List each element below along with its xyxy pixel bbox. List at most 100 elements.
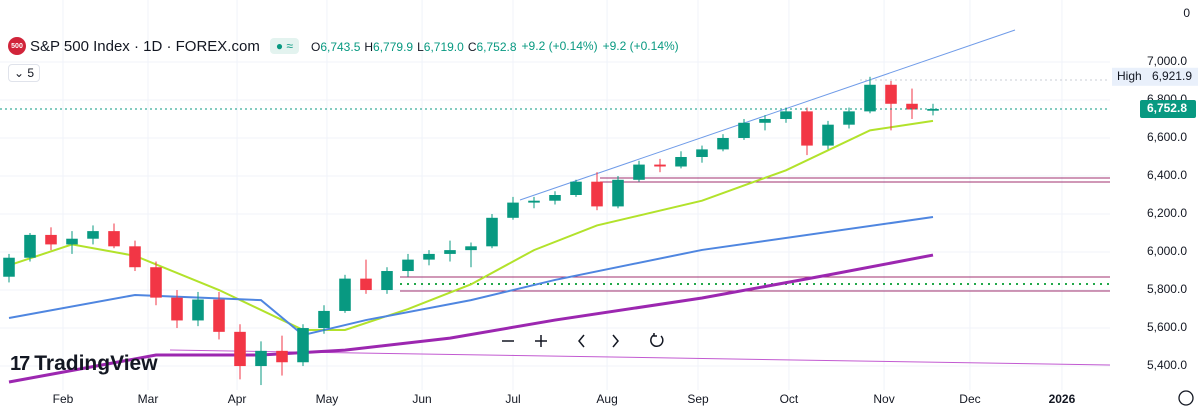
x-tick-label: Jun — [412, 392, 431, 406]
candle-body — [696, 149, 708, 157]
candle-body — [843, 111, 855, 125]
candle-body — [402, 259, 414, 272]
candle-body — [66, 238, 78, 245]
x-tick-label: Oct — [780, 392, 799, 406]
candle-body — [171, 297, 183, 321]
moving-average — [8, 253, 934, 384]
candle-body — [654, 164, 666, 167]
status-pill[interactable]: ● ≈ — [269, 38, 299, 54]
candle-body — [675, 156, 687, 167]
candle-body — [444, 250, 456, 254]
y-tick-label: 6,400.0 — [1147, 168, 1187, 182]
y-tick-label: 7,000.0 — [1147, 54, 1187, 68]
candle-body — [255, 350, 267, 367]
candle-body — [465, 246, 477, 251]
change: +9.2 (+0.14%) — [521, 39, 598, 53]
candle-body — [633, 164, 645, 180]
brand-text: TradingView — [34, 352, 158, 375]
brand-logo: 17 TradingView — [10, 352, 158, 376]
x-tick-label: Dec — [959, 392, 980, 406]
candle-body — [612, 179, 624, 207]
ohlc-values: O6,743.5 H6,779.9 L6,719.0 C6,752.8 — [307, 38, 517, 54]
grid — [0, 0, 1110, 390]
candle-body — [864, 84, 876, 112]
x-tick-label: Mar — [138, 392, 159, 406]
x-tick-label: Aug — [596, 392, 617, 406]
last-price-label: 6,752.8 — [1147, 101, 1187, 115]
brand-icon: 17 — [10, 352, 30, 375]
high-label: 6,921.9 — [1152, 69, 1192, 83]
y-tick-label: 6,200.0 — [1147, 206, 1187, 220]
candle-body — [339, 278, 351, 311]
candle-body — [591, 181, 603, 207]
ohlc-key: L — [417, 40, 424, 54]
candle-body — [108, 231, 120, 247]
candle-body — [549, 195, 561, 201]
candle-body — [801, 111, 813, 146]
candle-body — [885, 84, 897, 104]
zoom-toolbar — [494, 328, 664, 354]
candle-body — [381, 271, 393, 291]
ohlc-value: 6,752.8 — [476, 40, 517, 54]
candle-body — [129, 246, 141, 268]
ohlc-key: H — [364, 40, 374, 54]
candle-body — [486, 217, 498, 247]
candle-body — [24, 234, 36, 258]
y-tick-label: 5,800.0 — [1147, 282, 1187, 296]
candle-body — [234, 331, 246, 367]
candle-body — [318, 310, 330, 329]
candle-body — [822, 124, 834, 146]
candle-body — [150, 267, 162, 298]
ohlc-value: 6,719.0 — [423, 40, 464, 54]
reset[interactable] — [650, 333, 664, 348]
zoom-group — [494, 328, 560, 354]
candle-body — [927, 108, 939, 111]
y-tick-label: 5,400.0 — [1147, 358, 1187, 372]
candle-body — [906, 103, 918, 110]
legend-header: 500 S&P 500 Index · 1D · FOREX.com ● ≈ O… — [8, 37, 679, 55]
ohlc-key: C — [467, 40, 477, 54]
settings-button[interactable] — [1178, 390, 1194, 406]
scroll-left[interactable] — [578, 334, 585, 348]
candle-body — [276, 350, 288, 363]
ohlc-value: 6,743.5 — [320, 40, 361, 54]
candle-body — [507, 202, 519, 218]
y-tick-label: 6,000.0 — [1147, 244, 1187, 258]
candle-body — [87, 231, 99, 239]
ohlc-key: O — [310, 40, 321, 54]
candle-body — [192, 299, 204, 321]
x-tick-label: Sep — [687, 392, 709, 406]
candle-body — [759, 118, 771, 123]
candle-body — [738, 122, 750, 138]
x-tick-label: Apr — [228, 392, 247, 406]
x-tick-label: Feb — [53, 392, 74, 406]
x-tick-label: Jul — [505, 392, 520, 406]
candle-body — [213, 299, 225, 332]
candle-body — [528, 200, 540, 203]
high-text: High — [1117, 69, 1142, 83]
symbol-title: S&P 500 Index · 1D · FOREX.com — [30, 37, 260, 55]
candle-body — [780, 111, 792, 119]
candle-body — [360, 278, 372, 291]
x-tick-label: Nov — [873, 392, 894, 406]
y-tick-label: 5,600.0 — [1147, 320, 1187, 334]
candle-body — [3, 257, 15, 277]
change: +9.2 (+0.14%) — [602, 39, 679, 53]
candle-body — [717, 137, 729, 150]
high-box — [1112, 67, 1198, 86]
indicator-count: 5 — [27, 66, 35, 80]
symbol-logo: 500 — [8, 37, 26, 55]
y-tick-label: 6,600.0 — [1147, 130, 1187, 144]
scroll-right[interactable] — [612, 334, 619, 348]
zoom-in[interactable] — [535, 335, 547, 347]
candle-body — [297, 328, 309, 363]
candle-body — [45, 234, 57, 245]
x-tick-label: May — [316, 392, 339, 406]
trend-channel — [519, 29, 1016, 201]
last-price-box — [1140, 99, 1196, 118]
candle-body — [423, 253, 435, 260]
ohlc-value: 6,779.9 — [373, 40, 414, 54]
indicators-toggle[interactable]: ⌄ 5 — [8, 64, 41, 82]
